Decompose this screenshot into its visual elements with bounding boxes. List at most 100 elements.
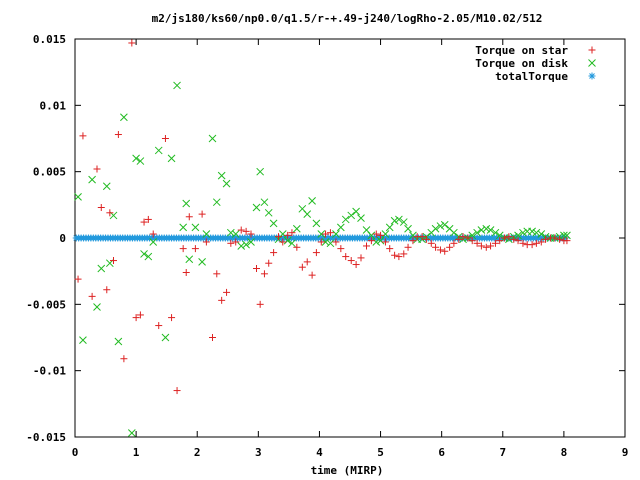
star-torque-point — [422, 235, 430, 243]
disk-torque-point — [436, 222, 445, 230]
disk-torque-point — [367, 231, 376, 240]
star-torque-point — [298, 263, 306, 271]
star-torque-point — [155, 322, 163, 330]
disk-torque-point — [79, 336, 87, 345]
star-torque-point — [93, 165, 101, 173]
disk-torque-point — [560, 231, 568, 240]
star-torque-point — [468, 237, 476, 245]
star-torque-point — [322, 230, 330, 238]
y-tick-label: 0.005 — [33, 166, 66, 179]
disk-torque-point — [140, 250, 148, 258]
star-torque-point — [450, 239, 458, 247]
star-torque-point — [386, 245, 394, 253]
star-torque-point — [505, 233, 513, 241]
disk-torque-point — [173, 81, 181, 90]
star-torque-point — [218, 296, 226, 304]
disk-torque-point — [473, 228, 481, 237]
star-torque-point — [563, 237, 571, 245]
disk-torque-point — [404, 224, 412, 233]
star-torque-point — [551, 234, 559, 242]
star-torque-point — [284, 231, 292, 239]
star-torque-point — [496, 237, 504, 245]
disk-torque-point — [198, 258, 206, 266]
disk-torque-point — [226, 228, 235, 237]
disk-torque-point — [332, 230, 340, 238]
x-tick-label: 3 — [255, 446, 262, 459]
star-torque-point — [279, 238, 287, 246]
disk-torque-point — [563, 231, 571, 240]
disk-torque-point — [202, 230, 211, 238]
x-tick-label: 2 — [194, 446, 201, 459]
star-torque-point — [140, 218, 148, 226]
disk-torque-point — [347, 211, 356, 220]
disk-torque-point — [317, 230, 326, 238]
star-torque-point — [372, 230, 380, 238]
disk-torque-point — [431, 224, 440, 233]
disk-torque-point — [283, 236, 292, 245]
disk-torque-point — [303, 210, 312, 218]
star-torque-point — [342, 253, 350, 261]
star-torque-point — [556, 235, 564, 243]
disk-torque-point — [440, 220, 449, 229]
star-torque-point — [247, 230, 255, 238]
y-tick-label: -0.01 — [33, 365, 66, 378]
star-torque-point — [265, 259, 273, 267]
legend-marker — [588, 46, 596, 54]
disk-torque-point — [97, 264, 106, 273]
disk-torque-point — [381, 230, 390, 238]
x-tick-label: 9 — [622, 446, 629, 459]
star-torque-point — [209, 334, 216, 341]
star-torque-point — [482, 243, 490, 251]
x-tick-label: 8 — [561, 446, 568, 459]
disk-torque-point — [269, 219, 278, 228]
star-torque-point — [501, 234, 509, 242]
x-tick-label: 6 — [438, 446, 445, 459]
star-torque-point — [303, 258, 311, 266]
disk-torque-point — [312, 219, 321, 228]
disk-torque-point — [477, 226, 486, 234]
star-torque-point — [357, 254, 365, 262]
star-torque-point — [256, 300, 264, 308]
star-torque-point — [79, 132, 87, 140]
legend-label: Torque on disk — [475, 57, 568, 70]
star-torque-point — [191, 245, 199, 253]
y-tick-label: 0.015 — [33, 33, 66, 46]
x-axis-ticks: 0 1 2 3 4 5 6 7 8 9 — [72, 39, 629, 459]
disk-torque-point — [242, 240, 250, 249]
star-torque-point — [363, 242, 370, 250]
star-torque-point — [168, 314, 176, 322]
disk-torque-point — [486, 226, 495, 234]
star-torque-point — [103, 286, 111, 294]
star-torque-point — [528, 241, 536, 249]
disk-torque-point — [252, 203, 261, 212]
disk-torque-point — [247, 238, 255, 246]
x-tick-label: 1 — [133, 446, 140, 459]
star-torque-point — [464, 234, 472, 242]
star-torque-point — [347, 257, 355, 265]
x-tick-label: 4 — [316, 446, 323, 459]
disk-torque-point — [74, 193, 82, 201]
star-torque-point — [161, 135, 169, 142]
star-torque-point — [326, 229, 334, 237]
star-torque-point — [352, 261, 360, 269]
disk-torque-point — [120, 113, 128, 122]
y-tick-label: -0.005 — [26, 298, 66, 311]
x-tick-label: 0 — [72, 446, 79, 459]
star-torque-point — [537, 238, 545, 246]
star-torque-point — [270, 249, 278, 257]
star-torque-point — [110, 257, 117, 265]
disk-torque-point — [482, 224, 491, 233]
disk-torque-point — [93, 303, 101, 311]
disk-torque-point — [336, 223, 345, 232]
star-torque-point — [242, 227, 250, 235]
x-tick-label: 5 — [377, 446, 384, 459]
disk-torque-point — [260, 198, 269, 207]
star-torque-point — [88, 292, 96, 300]
chart-title: m2/js180/ks60/np0.0/q1.5/r-+.49-j240/log… — [152, 12, 543, 25]
disk-torque-point — [326, 239, 335, 248]
star-torque-point — [149, 230, 157, 238]
star-torque-point — [179, 245, 187, 253]
disk-torque-point — [132, 154, 140, 163]
